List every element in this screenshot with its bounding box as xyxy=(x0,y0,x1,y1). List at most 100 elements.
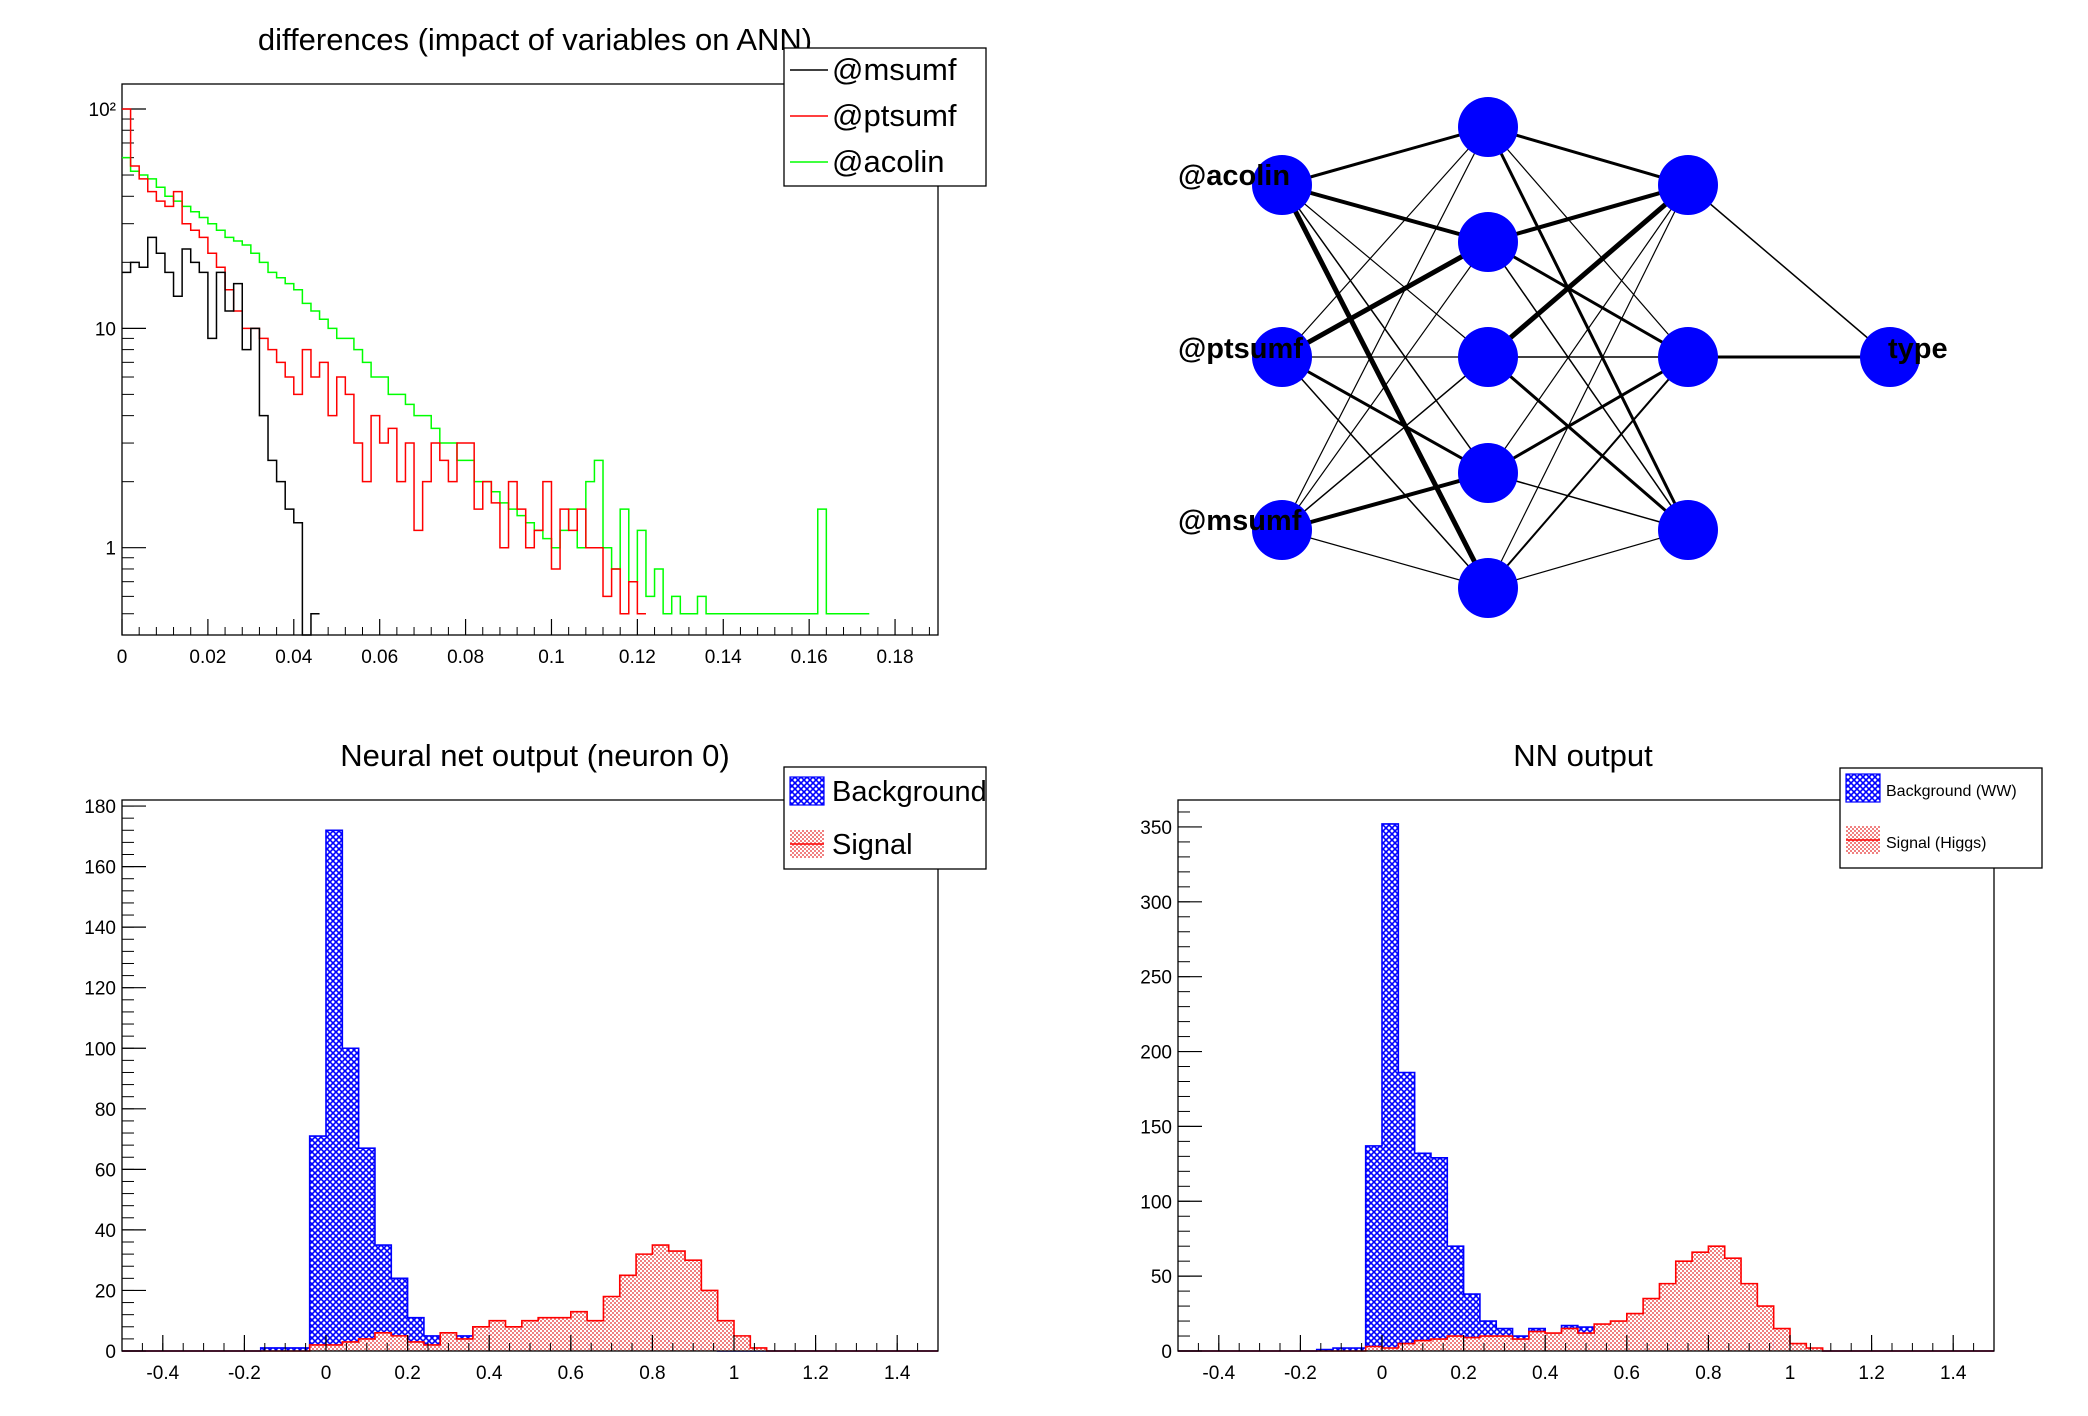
nn-output-title: NN output xyxy=(1513,738,1653,773)
x-tick-label: 0.2 xyxy=(1450,1363,1476,1384)
histogram-bin xyxy=(1610,1321,1627,1351)
histogram-bin xyxy=(554,1317,571,1351)
histogram-bin xyxy=(1643,1298,1660,1351)
histogram-bin xyxy=(750,1347,767,1351)
x-tick-label: -0.2 xyxy=(1284,1363,1317,1384)
y-tick-label: 20 xyxy=(95,1281,116,1302)
x-tick-label: -0.4 xyxy=(146,1363,179,1384)
neuron0-legend: Background Signal xyxy=(783,766,987,870)
network-edge xyxy=(1281,356,1489,531)
histogram-bin xyxy=(374,1332,392,1351)
histogram-bin xyxy=(342,1341,359,1351)
legend-background-ww-label: Background (WW) xyxy=(1886,783,2017,800)
histogram-bin xyxy=(1512,1339,1529,1351)
differences-legend-box xyxy=(783,47,987,187)
x-tick-label: 1.4 xyxy=(884,1363,911,1384)
histogram-bin xyxy=(1528,1331,1546,1351)
legend-background-ww-swatch xyxy=(1845,773,1881,803)
histogram-bin xyxy=(374,1245,392,1351)
histogram-bin xyxy=(1659,1283,1676,1351)
histogram-bin xyxy=(1447,1336,1464,1351)
series-background xyxy=(122,829,938,1352)
histogram-bin xyxy=(423,1344,441,1351)
histogram-bin xyxy=(619,1275,637,1351)
x-tick-label: 0.16 xyxy=(791,647,828,668)
histogram-bin xyxy=(1430,1157,1448,1351)
y-tick-label: 350 xyxy=(1140,818,1172,839)
y-tick-label: 250 xyxy=(1140,968,1172,989)
histogram-bin xyxy=(1430,1339,1448,1351)
histogram-bin xyxy=(636,1254,653,1351)
histogram-bin xyxy=(1757,1306,1774,1351)
histogram-bin xyxy=(1382,1348,1399,1351)
x-tick-label: 1.2 xyxy=(802,1363,828,1384)
x-tick-label: 1.2 xyxy=(1858,1363,1884,1384)
differences-plot-frame xyxy=(121,83,939,636)
network-edge xyxy=(1281,355,1489,475)
differences-title: differences (impact of variables on ANN) xyxy=(258,22,812,57)
x-tick-label: 0.06 xyxy=(361,647,398,668)
legend-background-label: Background xyxy=(832,776,987,808)
histogram-outline xyxy=(122,1244,938,1352)
histogram-bin xyxy=(1365,1145,1382,1351)
network-edge xyxy=(1487,472,1689,531)
hidden1-node xyxy=(1458,443,1518,503)
histogram-bin xyxy=(1708,1246,1725,1351)
network-edge xyxy=(1281,126,1489,531)
x-tick-label: 0.04 xyxy=(275,647,312,668)
network-edges xyxy=(1279,125,1891,590)
y-tick-label: 100 xyxy=(84,1039,116,1060)
network-nodes xyxy=(1252,97,1920,618)
histogram-bin xyxy=(1382,823,1399,1351)
legend-signal-higgs-label: Signal (Higgs) xyxy=(1886,835,1986,852)
nn-output-panel: NN output -0.4 -0.2 0 0.2 0.4 0.6 0.8 1 1.2 1.4 0 5… xyxy=(1140,738,2043,1384)
hidden1-node xyxy=(1458,327,1518,387)
histogram-outline xyxy=(1178,1245,1994,1352)
histogram-bin xyxy=(391,1278,408,1351)
series-signal-higgs xyxy=(1178,1245,1994,1352)
differences-series-acolin xyxy=(122,156,870,615)
histogram-outline xyxy=(122,829,938,1352)
network-edge xyxy=(1281,184,1489,358)
x-tick-label: 0.2 xyxy=(394,1363,420,1384)
histogram-bin xyxy=(260,1347,278,1351)
x-tick-label: 0.8 xyxy=(639,1363,665,1384)
input-node xyxy=(1252,155,1312,215)
x-tick-label: 0 xyxy=(117,647,128,668)
x-tick-label: 0.08 xyxy=(447,647,484,668)
hidden1-node xyxy=(1458,212,1518,272)
histogram-bin xyxy=(1414,1153,1431,1351)
histogram-bin xyxy=(1561,1328,1578,1351)
network-edge xyxy=(1486,183,1690,359)
series-background-ww xyxy=(1178,823,1994,1352)
network-edge xyxy=(1487,184,1689,474)
network-edge xyxy=(1487,125,1689,187)
histogram-bin xyxy=(1594,1324,1611,1351)
series-signal xyxy=(122,1244,938,1352)
y-tick-label: 160 xyxy=(84,858,116,879)
histogram-bin xyxy=(668,1251,686,1351)
histogram-bin xyxy=(1741,1283,1758,1351)
histogram-bin xyxy=(1806,1348,1823,1351)
histogram-bin xyxy=(407,1341,424,1351)
network-edge xyxy=(1487,355,1689,475)
histogram-bin xyxy=(1773,1328,1790,1351)
input-label-ptsumf: @ptsumf xyxy=(1178,333,1303,365)
differences-legend: @msumf @ptsumf @acolin xyxy=(783,47,987,187)
x-tick-label: 0.4 xyxy=(476,1363,503,1384)
histogram-bin xyxy=(1675,1261,1693,1351)
histogram-bin xyxy=(1398,1343,1415,1351)
histogram-bin xyxy=(652,1245,669,1351)
neuron0-axis-ticks: -0.4 -0.2 0 0.2 0.4 0.6 0.8 1 1.2 1.4 0 20 40 60 80 100… xyxy=(84,797,939,1384)
y-tick-label: 140 xyxy=(84,918,116,939)
neuron0-title: Neural net output (neuron 0) xyxy=(340,738,729,773)
x-tick-label: 0.18 xyxy=(877,647,914,668)
network-edge xyxy=(1281,183,1489,244)
histogram-bin xyxy=(1626,1313,1644,1351)
network-edge xyxy=(1281,356,1489,589)
histogram-bin xyxy=(342,1048,359,1351)
input-label-msumf: @msumf xyxy=(1178,505,1302,537)
x-tick-label: 0.6 xyxy=(558,1363,584,1384)
histogram-bin xyxy=(505,1326,522,1351)
neuron0-plot-frame xyxy=(121,799,939,1352)
